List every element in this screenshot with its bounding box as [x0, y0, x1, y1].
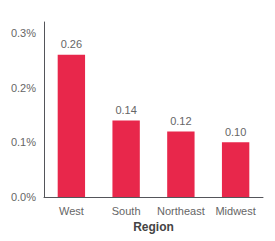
svg-text:0.12: 0.12	[170, 115, 191, 127]
svg-text:0.10: 0.10	[225, 126, 246, 138]
svg-text:Midwest: Midwest	[215, 205, 255, 217]
svg-text:0.1%: 0.1%	[11, 136, 36, 148]
svg-text:0.0%: 0.0%	[11, 191, 36, 203]
svg-text:South: South	[112, 205, 141, 217]
svg-text:0.14: 0.14	[115, 104, 136, 116]
svg-text:West: West	[59, 205, 84, 217]
svg-text:Region: Region	[133, 220, 174, 234]
svg-text:0.3%: 0.3%	[11, 27, 36, 39]
svg-text:Northeast: Northeast	[157, 205, 205, 217]
svg-text:0.26: 0.26	[61, 38, 82, 50]
svg-text:0.2%: 0.2%	[11, 82, 36, 94]
